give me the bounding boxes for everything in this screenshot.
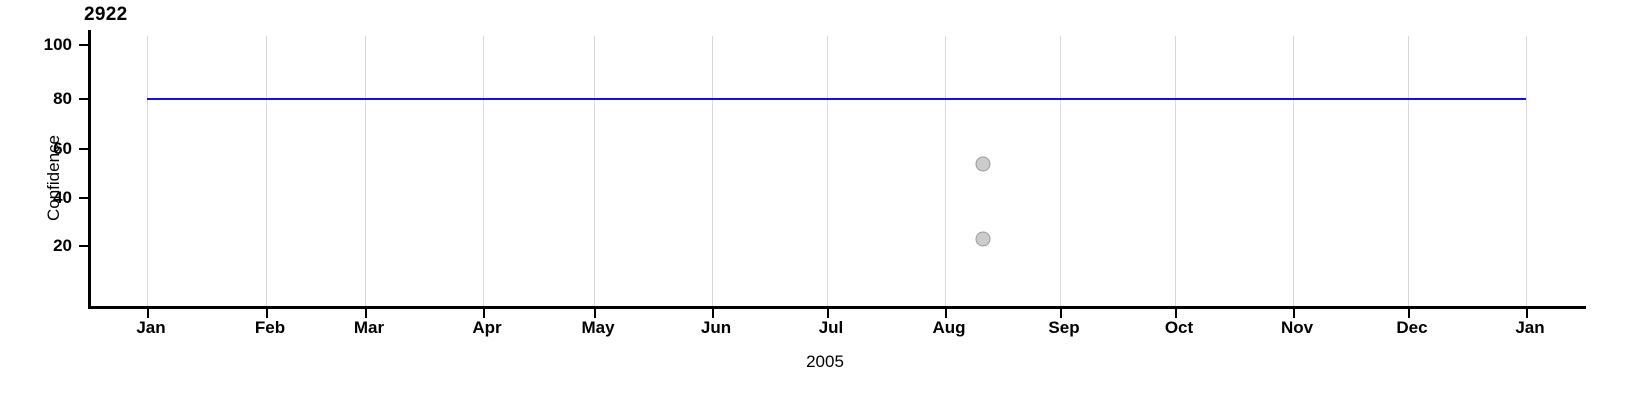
x-tick-oct — [1175, 309, 1177, 318]
x-tick-label-jan2: Jan — [1515, 318, 1545, 337]
y-tick-label-20: 20 — [53, 236, 72, 255]
y-tick-40 — [79, 197, 88, 199]
data-point[interactable] — [975, 156, 991, 172]
x-tick-label-mar: Mar — [353, 318, 385, 337]
x-tick-jul — [827, 309, 829, 318]
gridline-jan — [147, 36, 148, 306]
x-tick-label-jan: Jan — [136, 318, 166, 337]
x-tick-jun — [712, 309, 714, 318]
gridline-may — [594, 36, 595, 306]
gridline-aug — [945, 36, 946, 306]
x-tick-aug — [945, 309, 947, 318]
gridline-jul — [827, 36, 828, 306]
gridline-apr — [483, 36, 484, 306]
x-tick-label-apr: Apr — [472, 318, 502, 337]
x-tick-label-oct: Oct — [1164, 318, 1194, 337]
x-tick-label-jun: Jun — [700, 318, 732, 337]
x-axis-title: 2005 — [806, 352, 844, 371]
y-tick-60 — [79, 148, 88, 150]
x-tick-nov — [1293, 309, 1295, 318]
y-tick-label-100: 100 — [43, 35, 72, 54]
x-tick-sep — [1060, 309, 1062, 318]
x-tick-label-sep: Sep — [1048, 318, 1080, 337]
x-tick-label-nov: Nov — [1280, 318, 1314, 337]
gridline-feb — [266, 36, 267, 306]
x-axis-line — [88, 306, 1586, 309]
x-tick-may — [594, 309, 596, 318]
threshold-reference-line — [147, 98, 1526, 100]
x-tick-label-may: May — [581, 318, 615, 337]
x-tick-label-feb: Feb — [254, 318, 286, 337]
y-axis-title: Confidence — [44, 135, 63, 222]
y-tick-label-80: 80 — [53, 89, 72, 108]
y-tick-80 — [79, 98, 88, 100]
x-tick-label-aug: Aug — [932, 318, 966, 337]
gridline-mar — [365, 36, 366, 306]
chart-title: 2922 — [84, 4, 128, 25]
y-tick-100 — [79, 44, 88, 46]
gridline-sep — [1060, 36, 1061, 306]
x-tick-jan — [147, 309, 149, 318]
x-tick-dec — [1408, 309, 1410, 318]
gridline-dec — [1408, 36, 1409, 306]
x-tick-jan2 — [1526, 309, 1528, 318]
x-tick-label-dec: Dec — [1396, 318, 1428, 337]
gridline-nov — [1293, 36, 1294, 306]
y-tick-label-40: 40 — [53, 188, 72, 207]
x-tick-label-jul: Jul — [818, 318, 844, 337]
gridline-jun — [712, 36, 713, 306]
gridline-jan2 — [1526, 36, 1527, 306]
x-tick-apr — [483, 309, 485, 318]
y-tick-label-60: 60 — [53, 139, 72, 158]
y-axis-line — [88, 30, 91, 309]
x-tick-mar — [365, 309, 367, 318]
x-tick-feb — [266, 309, 268, 318]
data-point[interactable] — [975, 231, 991, 247]
gridline-oct — [1175, 36, 1176, 306]
y-tick-20 — [79, 245, 88, 247]
